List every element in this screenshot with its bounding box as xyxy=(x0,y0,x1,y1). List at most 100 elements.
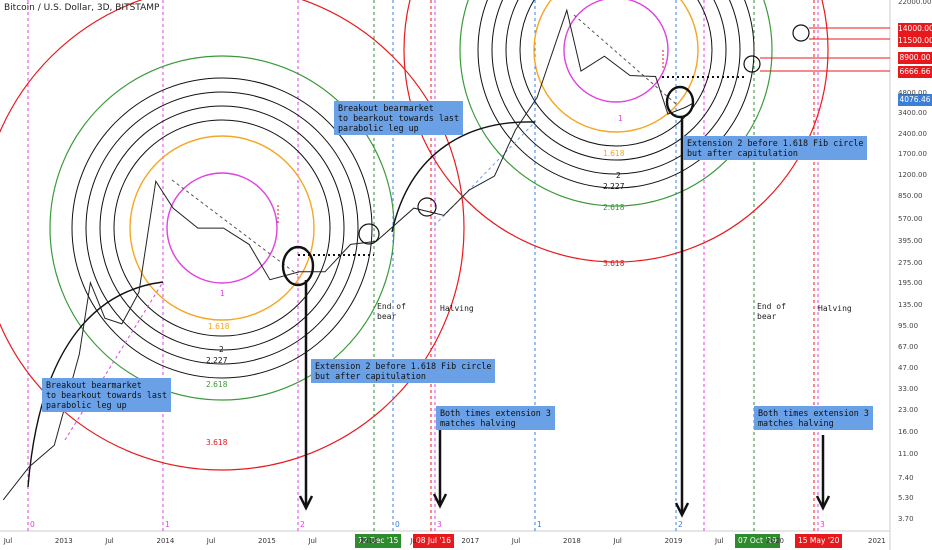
price-tick-21: 23.00 xyxy=(898,406,919,415)
capitulation-circle-1[interactable] xyxy=(281,245,315,287)
price-tick-13: 395.00 xyxy=(898,237,923,246)
time-tick-14: Jul xyxy=(715,537,724,545)
time-tick-7: 2016 xyxy=(359,537,378,545)
time-tick-12: Jul xyxy=(613,537,622,545)
fib-b-label-1: 1 xyxy=(618,114,623,123)
breakout-circle-1[interactable] xyxy=(358,223,380,245)
time-tick-3: 2014 xyxy=(156,537,175,545)
fib-circles-b xyxy=(403,0,829,263)
fib-a-label-3618: 3.618 xyxy=(206,438,228,447)
breakout-circle-2[interactable] xyxy=(417,197,437,217)
label-end-of-bear-1: End of bear xyxy=(377,302,406,321)
price-tick-14: 275.00 xyxy=(898,258,923,267)
label-halving-1: Halving xyxy=(440,304,474,313)
capitulation-circle-2[interactable] xyxy=(665,85,695,119)
time-tick-16: 2021 xyxy=(868,537,886,545)
fib-b-2-circle xyxy=(491,0,741,175)
fib-a-18-circle xyxy=(99,105,345,351)
fib-a-label-2227: 2.227 xyxy=(206,356,228,365)
label-end-of-bear-2: End of bear xyxy=(757,302,786,321)
price-tick-10: 1200.00 xyxy=(898,171,927,179)
price-tick-18: 67.00 xyxy=(898,342,919,351)
price-line xyxy=(2,8,694,501)
price-tick-20: 33.00 xyxy=(898,384,919,393)
ext-num-1b: 1 xyxy=(537,520,542,529)
fib-b-3618-circle xyxy=(403,0,829,263)
fib-a-2-circle xyxy=(85,91,359,365)
annotation-breakout-2: Breakout bearmarket to bearkout towards … xyxy=(334,101,464,135)
date-tag-15may20: 15 May '20 xyxy=(795,534,843,548)
fib-b-2227-circle xyxy=(477,0,755,189)
price-tick-17: 95.00 xyxy=(898,321,919,330)
time-tick-4: Jul xyxy=(206,537,216,545)
down-arrows xyxy=(298,118,831,518)
trend-dash-4 xyxy=(573,14,677,105)
parabolic-arc-2 xyxy=(391,121,536,233)
price-tick-0: 22000.00 xyxy=(898,0,932,6)
price-tag-14000: 14000.00 xyxy=(898,23,932,35)
target-circle-2[interactable] xyxy=(792,24,810,42)
price-tick-23: 11.00 xyxy=(898,450,919,459)
price-tick-12: 570.00 xyxy=(898,215,923,224)
fib-b-2618-circle xyxy=(459,0,773,207)
annotation-breakout-1: Breakout bearmarket to bearkout towards … xyxy=(42,378,172,412)
price-tick-7: 3400.00 xyxy=(898,109,927,118)
fib-b-label-3618: 3.618 xyxy=(603,259,625,268)
price-tick-25: 5.30 xyxy=(898,493,914,502)
fib-a-3618-circle xyxy=(0,0,465,471)
price-tick-5: 4800.00 xyxy=(898,88,927,97)
price-tag-8900: 8900.00 xyxy=(898,52,932,64)
extension-lines xyxy=(27,0,819,531)
time-tick-15: 2020 xyxy=(766,537,785,545)
time-tick-8: Jul xyxy=(410,537,419,545)
price-tick-22: 16.00 xyxy=(898,427,919,436)
fib-a-2618-circle xyxy=(49,55,395,401)
time-tick-10: Jul xyxy=(511,537,521,545)
time-tick-13: 2019 xyxy=(664,537,683,545)
fib-b-label-2227: 2.227 xyxy=(603,182,625,191)
trend-dash-2 xyxy=(171,179,299,276)
time-tick-5: 2015 xyxy=(258,537,276,545)
price-tick-26: 3.70 xyxy=(898,515,914,523)
fib-b-1-circle xyxy=(563,0,669,103)
fib-a-label-2618: 2.618 xyxy=(206,380,228,389)
fib-b-17-circle xyxy=(519,0,713,147)
price-tag-last: 4076.46 xyxy=(898,94,932,106)
chart-title: Bitcoin / U.S. Dollar, 3D, BITSTAMP xyxy=(4,3,160,13)
price-tick-15: 195.00 xyxy=(898,279,923,288)
price-tick-16: 135.00 xyxy=(898,301,923,309)
fib-a-label-1: 1 xyxy=(220,289,225,298)
trend-dash-1 xyxy=(64,281,164,441)
ext-num-2: 2 xyxy=(300,520,305,529)
ext-num-0b: 0 xyxy=(395,520,400,529)
date-tag-07oct19: 07 Oct '19 xyxy=(735,534,780,548)
time-tick-9: 2017 xyxy=(461,537,480,545)
price-tag-6666: 6666.66 xyxy=(898,66,932,78)
label-halving-2: Halving xyxy=(818,304,852,313)
price-tick-24: 7.40 xyxy=(898,473,914,482)
ext-num-2b: 2 xyxy=(678,520,683,529)
fib-b-label-1618: 1.618 xyxy=(603,149,625,158)
ext-num-0: 0 xyxy=(30,520,35,529)
fib-a-label-2: 2 xyxy=(219,345,224,354)
fib-b-18-circle xyxy=(505,0,727,161)
target-circle-1[interactable] xyxy=(743,55,761,73)
time-tick-2: Jul xyxy=(105,537,114,545)
time-tick-0: Jul xyxy=(3,537,13,545)
arrow-3-head xyxy=(674,502,690,518)
annotation-extension-2: Extension 2 before 1.618 Fib circle but … xyxy=(683,136,868,160)
ext-num-1: 1 xyxy=(165,520,170,529)
fib-a-17-circle xyxy=(113,119,331,337)
fib-a-2227-circle xyxy=(71,77,373,379)
price-tag-11500: 11500.00 xyxy=(898,35,932,47)
price-tick-8: 2400.00 xyxy=(898,129,927,138)
fib-b-label-2: 2 xyxy=(616,171,621,180)
ext-num-3: 3 xyxy=(437,520,442,529)
price-tick-9: 1700.00 xyxy=(898,150,927,159)
fib-a-1618-circle xyxy=(129,135,315,321)
arrow-1-head xyxy=(298,495,314,511)
annotation-both-2: Both times extension 3 matches halving xyxy=(754,406,873,430)
arrow-4-head xyxy=(815,495,831,511)
